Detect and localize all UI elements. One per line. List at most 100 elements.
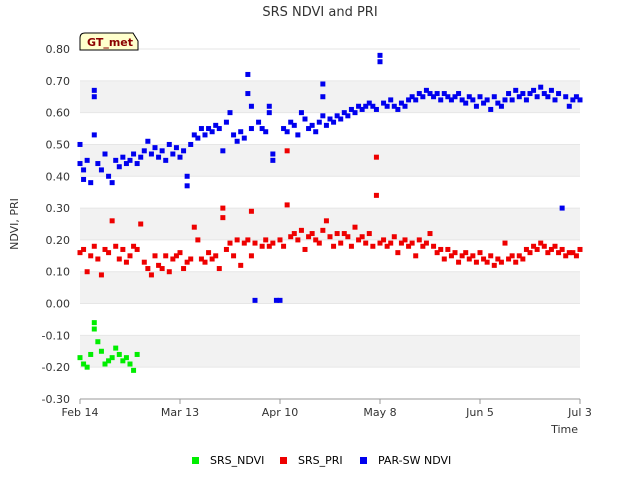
point-srs-ndvi <box>127 361 133 367</box>
point-srs-pri <box>141 259 147 265</box>
point-srs-pri <box>302 246 308 252</box>
y-tick-label: 0.60 <box>46 107 71 120</box>
point-srs-ndvi <box>123 355 129 361</box>
point-srs-pri <box>531 243 537 249</box>
point-srs-pri <box>441 256 447 262</box>
point-srs-pri <box>281 243 287 249</box>
point-par-sw-ndvi <box>252 297 258 303</box>
point-srs-pri <box>263 237 269 243</box>
point-par-sw-ndvi <box>198 126 204 132</box>
y-tick-label: -0.30 <box>42 393 70 406</box>
point-par-sw-ndvi <box>216 126 222 132</box>
point-srs-pri <box>359 234 365 240</box>
point-srs-pri <box>316 240 322 246</box>
point-srs-pri <box>313 237 319 243</box>
point-par-sw-ndvi <box>327 116 333 122</box>
point-par-sw-ndvi <box>445 94 451 100</box>
point-srs-pri <box>431 243 437 249</box>
point-srs-pri <box>373 192 379 198</box>
point-par-sw-ndvi <box>473 103 479 109</box>
point-par-sw-ndvi <box>531 87 537 93</box>
point-par-sw-ndvi <box>77 161 83 167</box>
point-par-sw-ndvi <box>491 94 497 100</box>
point-par-sw-ndvi <box>220 148 226 154</box>
legend-label-srs-pri: SRS_PRI <box>298 454 343 467</box>
point-srs-pri <box>345 234 351 240</box>
point-srs-pri <box>323 218 329 224</box>
point-par-sw-ndvi <box>352 110 358 116</box>
point-srs-pri <box>270 240 276 246</box>
point-srs-pri <box>181 266 187 272</box>
point-par-sw-ndvi <box>184 173 190 179</box>
point-srs-pri <box>498 259 504 265</box>
point-par-sw-ndvi <box>338 116 344 122</box>
x-tick-label: Jun 5 <box>465 406 494 419</box>
point-par-sw-ndvi <box>377 52 383 58</box>
point-par-sw-ndvi <box>263 129 269 135</box>
point-par-sw-ndvi <box>170 151 176 157</box>
point-srs-pri <box>445 246 451 252</box>
point-par-sw-ndvi <box>570 97 576 103</box>
point-par-sw-ndvi <box>148 151 154 157</box>
point-par-sw-ndvi <box>356 103 362 109</box>
point-srs-ndvi <box>91 326 97 332</box>
point-par-sw-ndvi <box>109 180 115 186</box>
grid-band <box>80 176 580 209</box>
point-par-sw-ndvi <box>306 126 312 132</box>
point-par-sw-ndvi <box>259 126 265 132</box>
point-srs-pri <box>402 237 408 243</box>
x-axis-ticks: Feb 14 Mar 13 Apr 10 May 8 Jun 5 Jul 3 <box>62 399 592 419</box>
x-tick-label: Feb 14 <box>62 406 99 419</box>
y-tick-label: 0.80 <box>46 43 71 56</box>
point-srs-pri <box>116 256 122 262</box>
point-par-sw-ndvi <box>256 119 262 125</box>
y-tick-label: 0.00 <box>46 298 71 311</box>
point-srs-pri <box>223 246 229 252</box>
point-par-sw-ndvi <box>88 180 94 186</box>
point-par-sw-ndvi <box>448 97 454 103</box>
point-srs-pri <box>466 256 472 262</box>
badge-label: GT_met <box>87 36 133 49</box>
point-par-sw-ndvi <box>209 129 215 135</box>
point-par-sw-ndvi <box>527 91 533 97</box>
point-par-sw-ndvi <box>341 110 347 116</box>
point-srs-pri <box>456 259 462 265</box>
point-par-sw-ndvi <box>545 94 551 100</box>
point-par-sw-ndvi <box>395 106 401 112</box>
point-par-sw-ndvi <box>381 100 387 106</box>
point-par-sw-ndvi <box>559 205 565 211</box>
point-srs-pri <box>170 256 176 262</box>
legend-swatch-srs-pri <box>280 457 287 464</box>
point-srs-pri <box>209 256 215 262</box>
point-srs-ndvi <box>109 355 115 361</box>
y-tick-label: -0.20 <box>42 361 70 374</box>
point-srs-pri <box>320 227 326 233</box>
point-srs-pri <box>298 227 304 233</box>
point-srs-pri <box>213 253 219 259</box>
point-srs-pri <box>216 266 222 272</box>
point-srs-pri <box>556 250 562 256</box>
point-srs-pri <box>388 240 394 246</box>
point-srs-pri <box>506 256 512 262</box>
point-srs-pri <box>95 256 101 262</box>
point-srs-pri <box>91 243 97 249</box>
legend-swatch-srs-ndvi <box>192 457 199 464</box>
point-par-sw-ndvi <box>509 97 515 103</box>
point-par-sw-ndvi <box>163 157 169 163</box>
point-par-sw-ndvi <box>227 110 233 116</box>
point-par-sw-ndvi <box>488 106 494 112</box>
point-par-sw-ndvi <box>309 122 315 128</box>
x-tick-label: May 8 <box>363 406 396 419</box>
point-srs-pri <box>123 259 129 265</box>
point-par-sw-ndvi <box>298 110 304 116</box>
point-srs-pri <box>513 259 519 265</box>
point-srs-pri <box>306 234 312 240</box>
point-par-sw-ndvi <box>248 103 254 109</box>
point-par-sw-ndvi <box>534 94 540 100</box>
legend: SRS_NDVI SRS_PRI PAR-SW NDVI <box>192 454 451 467</box>
point-par-sw-ndvi <box>120 154 126 160</box>
point-srs-pri <box>548 246 554 252</box>
point-par-sw-ndvi <box>241 135 247 141</box>
point-srs-pri <box>248 253 254 259</box>
point-par-sw-ndvi <box>384 103 390 109</box>
